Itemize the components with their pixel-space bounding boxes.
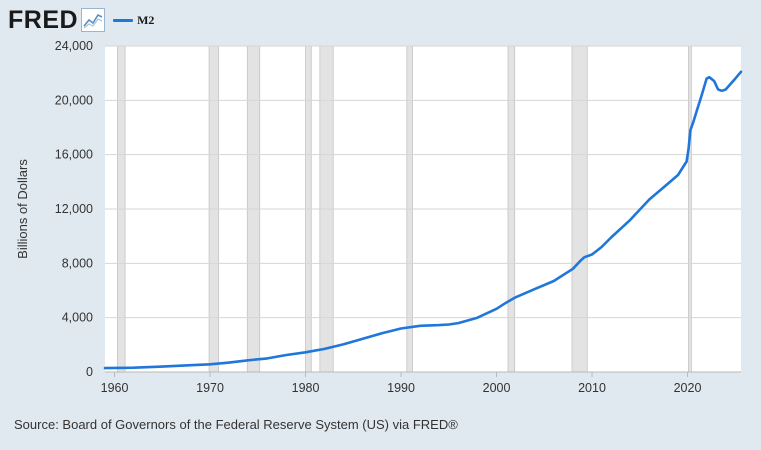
fred-logo[interactable]: FRED bbox=[8, 6, 79, 34]
y-tick-label: 12,000 bbox=[55, 202, 93, 216]
axes: 0 4,000 8,000 12,000 16,000 20,000 24,000 1960 1… bbox=[55, 39, 741, 395]
legend[interactable]: M2 bbox=[113, 13, 154, 28]
x-tick-label: 2010 bbox=[578, 381, 606, 395]
x-tick-label: 1980 bbox=[292, 381, 320, 395]
y-axis-label: Billions of Dollars bbox=[15, 159, 30, 259]
series-line-m2[interactable] bbox=[103, 70, 743, 370]
x-tick-label: 2000 bbox=[483, 381, 511, 395]
x-tick-label: 2020 bbox=[674, 381, 702, 395]
source-note: Source: Board of Governors of the Federa… bbox=[14, 417, 458, 432]
x-tick-label: 1990 bbox=[387, 381, 415, 395]
y-tick-label: 4,000 bbox=[62, 311, 93, 325]
y-tick-label: 0 bbox=[86, 365, 93, 379]
y-tick-label: 20,000 bbox=[55, 93, 93, 107]
x-tick-label: 1960 bbox=[101, 381, 129, 395]
chart-header: FRED M2 bbox=[8, 6, 154, 34]
gridlines bbox=[105, 45, 741, 319]
y-tick-label: 16,000 bbox=[55, 148, 93, 162]
line-chart: 0 4,000 8,000 12,000 16,000 20,000 24,000 1960 1… bbox=[15, 39, 743, 395]
y-tick-label: 8,000 bbox=[62, 256, 93, 270]
x-tick-label: 1970 bbox=[196, 381, 224, 395]
y-tick-label: 24,000 bbox=[55, 39, 93, 53]
trend-line-icon bbox=[81, 8, 106, 32]
legend-label-m2: M2 bbox=[137, 12, 155, 27]
series-layer bbox=[103, 70, 743, 370]
legend-swatch-m2 bbox=[113, 18, 134, 22]
